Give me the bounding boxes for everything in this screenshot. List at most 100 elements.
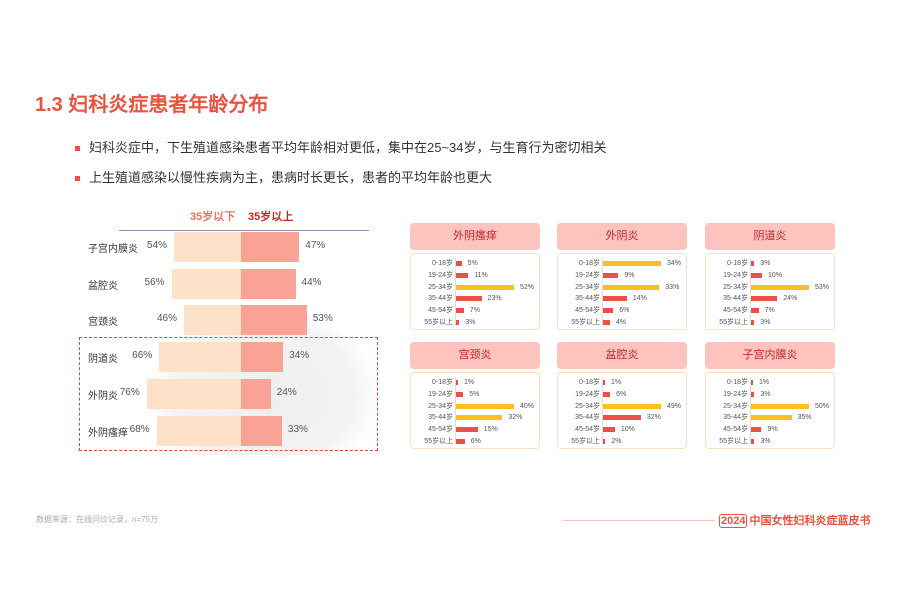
axis-line [602,377,603,444]
age-label: 55岁以上 [719,438,748,445]
age-label: 35-44岁 [428,414,453,422]
age-card: 盆腔炎 0-18岁 1% 19-24岁 6% 25-34岁 49% 35-44岁… [557,342,687,449]
age-bar [456,320,460,325]
bullet-icon [75,146,80,152]
under-35-value: 46% [156,313,177,325]
age-bar [751,427,762,433]
age-value: 15% [483,426,498,434]
age-label: 19-24岁 [575,390,600,398]
age-label: 0-18岁 [726,260,748,267]
age-row: 0-18岁 5% [411,258,541,269]
over-35-bar [241,378,271,409]
age-value: 1% [611,379,622,386]
age-label: 0-18岁 [431,260,453,267]
bullet-text: 上生殖道感染以慢性疾病为主，患病时长更长，患者的平均年龄也更大 [89,170,493,185]
over-35-value: 47% [305,240,326,251]
age-row: 25-34岁 52% [411,282,541,293]
under-35-value: 68% [129,423,150,435]
under-35-bar [183,305,241,336]
bullet-2: 上生殖道感染以慢性疾病为主，患病时长更长，患者的平均年龄也更大 [75,167,492,186]
age-label: 55岁以上 [719,319,748,326]
age-label: 0-18岁 [431,379,453,386]
age-value: 6% [470,438,481,445]
age-card: 外阴炎 0-18岁 34% 19-24岁 9% 25-34岁 33% 35-44… [557,223,687,330]
age-value: 4% [615,319,626,326]
age-row: 35-44岁 24% [706,293,836,304]
card-body: 0-18岁 1% 19-24岁 6% 25-34岁 49% 35-44岁 32%… [557,372,687,449]
age-row: 35-44岁 35% [706,412,836,423]
age-card: 子宫内膜炎 0-18岁 1% 19-24岁 3% 25-34岁 50% 35-4… [705,342,835,449]
brand-year: 2024 [719,514,748,528]
card-body: 0-18岁 5% 19-24岁 11% 25-34岁 52% 35-44岁 23… [410,253,540,330]
age-label: 25-34岁 [428,402,453,410]
age-label: 35-44岁 [723,295,748,303]
disease-name: 阴道炎 [88,354,118,366]
age-row: 35-44岁 14% [558,293,688,304]
age-row: 45-54岁 7% [706,305,836,316]
over-35-value: 33% [287,423,308,435]
age-row: 45-54岁 7% [411,305,541,316]
age-value: 9% [624,271,635,279]
over-35-bar [241,342,284,373]
age-value: 6% [619,307,630,315]
age-value: 50% [815,402,830,410]
age-bar [603,427,615,433]
age-value: 9% [767,426,778,434]
age-value: 23% [487,295,502,303]
bullet-text: 妇科炎症中，下生殖道感染患者平均年龄相对更低，集中在25~34岁，与生育行为密切… [89,140,607,155]
age-bar [456,272,469,278]
age-bar [751,439,755,444]
age-value: 3% [465,319,476,326]
axis-line [455,377,456,444]
age-bar [603,261,661,266]
card-title: 子宫内膜炎 [705,342,835,369]
age-row: 55岁以上 3% [706,436,836,447]
disease-name: 盆腔炎 [88,280,118,292]
age-value: 53% [815,283,830,291]
age-label: 55岁以上 [424,319,453,326]
card-title: 盆腔炎 [557,342,687,369]
age-row: 19-24岁 11% [411,270,541,281]
age-bar [603,284,660,290]
comparison-row: 盆腔炎 56% 44% [0,268,400,299]
age-row: 55岁以上 4% [558,317,688,328]
page-title: 1.3 妇科炎症患者年龄分布 [35,94,269,116]
axis-line [455,258,456,325]
disease-name: 宫颈炎 [88,317,118,329]
age-label: 35-44岁 [575,414,600,422]
age-bar [603,403,661,409]
age-row: 35-44岁 23% [411,293,541,304]
comparison-row: 阴道炎 66% 34% [0,342,400,373]
comparison-row: 外阴瘙痒 68% 33% [0,415,400,446]
age-row: 45-54岁 9% [706,424,836,435]
age-row: 19-24岁 10% [706,270,836,281]
age-bar [751,261,755,266]
age-value: 7% [469,307,480,315]
over-35-value: 24% [276,386,297,398]
age-bar [603,308,614,314]
age-bar [456,261,462,266]
age-row: 0-18岁 3% [706,258,836,269]
comparison-row: 宫颈炎 46% 53% [0,305,400,336]
age-row: 55岁以上 3% [411,317,541,328]
age-bar [751,320,755,325]
legend-over-35: 35岁以上 [248,211,294,223]
disease-name: 子宫内膜炎 [88,244,138,255]
bullet-icon [75,176,80,182]
age-label: 19-24岁 [428,390,453,398]
age-bar [456,284,514,290]
disease-name: 外阴炎 [88,390,118,402]
age-bar [456,439,465,444]
age-bar [751,272,762,278]
age-label: 0-18岁 [578,379,600,386]
age-row: 0-18岁 1% [706,377,836,388]
age-value: 52% [520,283,535,291]
age-value: 1% [464,379,475,386]
age-card: 阴道炎 0-18岁 3% 19-24岁 10% 25-34岁 53% 35-44… [705,223,835,330]
age-row: 55岁以上 3% [706,317,836,328]
age-value: 11% [474,271,488,279]
age-row: 25-34岁 49% [558,401,688,412]
age-bar [751,296,778,302]
age-bar [751,284,809,290]
brand-name: 中国女性妇科炎症蓝皮书 [749,515,871,527]
